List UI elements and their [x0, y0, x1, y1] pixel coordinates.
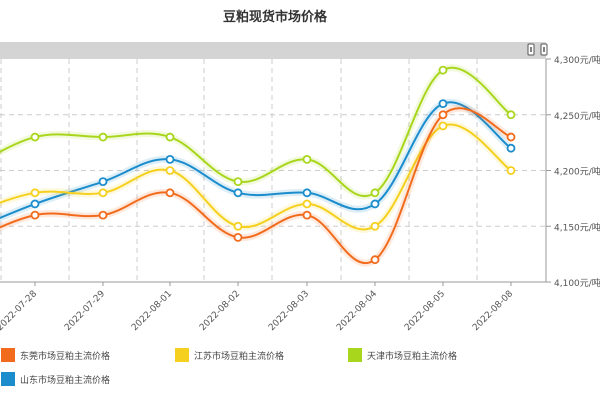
scrollbar-track[interactable] — [0, 42, 546, 59]
data-point[interactable] — [506, 110, 516, 120]
legend-swatch — [1, 372, 15, 386]
legend-swatch — [348, 348, 362, 362]
legend-label: 东莞市场豆粕主流价格 — [20, 351, 111, 362]
data-point[interactable] — [98, 132, 108, 142]
data-point[interactable] — [302, 210, 312, 220]
data-point[interactable] — [30, 210, 40, 220]
data-point[interactable] — [165, 188, 175, 198]
data-point[interactable] — [98, 210, 108, 220]
chart-title: 豆粕现货市场价格 — [222, 10, 327, 25]
y-tick-label: 4,250元/吨 — [554, 110, 600, 122]
data-point[interactable] — [302, 154, 312, 164]
x-tick-label: 2022-08-02 — [198, 289, 242, 333]
data-point[interactable] — [370, 255, 380, 265]
y-tick-label: 4,100元/吨 — [554, 277, 600, 289]
legend-item[interactable]: 东莞市场豆粕主流价格 — [1, 348, 110, 362]
data-point[interactable] — [165, 132, 175, 142]
data-point[interactable] — [370, 199, 380, 209]
line-chart: 4,100元/吨 4,150元/吨 4,200元/吨 4,250元/吨 4,300元/吨… — [0, 42, 600, 333]
data-point[interactable] — [370, 188, 380, 198]
x-tick-label: 2022-08-05 — [403, 289, 447, 333]
series-3 — [0, 98, 516, 222]
series-2 — [0, 64, 516, 200]
data-point[interactable] — [233, 188, 243, 198]
data-point[interactable] — [30, 132, 40, 142]
data-point[interactable] — [233, 177, 243, 187]
legend-swatch — [175, 348, 189, 362]
data-point[interactable] — [370, 221, 380, 231]
series-0 — [0, 104, 516, 267]
data-point[interactable] — [438, 121, 448, 131]
data-point[interactable] — [506, 132, 516, 142]
legend-item[interactable]: 江苏市场豆粕主流价格 — [175, 348, 284, 362]
chart-legend: 东莞市场豆粕主流价格 江苏市场豆粕主流价格 天津市场豆粕主流价格山东市场豆粕主流价格 — [0, 346, 600, 396]
x-tick-label: 2022-08-01 — [130, 289, 174, 333]
x-tick-label: 2022-07-28 — [0, 289, 39, 333]
data-point[interactable] — [30, 188, 40, 198]
x-tick-label: 2022-08-08 — [471, 289, 515, 333]
legend-item[interactable]: 天津市场豆粕主流价格 — [348, 348, 457, 362]
x-tick-label: 2022-07-29 — [63, 289, 107, 333]
legend-item[interactable]: 山东市场豆粕主流价格 — [1, 372, 110, 386]
y-tick-label: 4,300元/吨 — [554, 54, 600, 66]
data-point[interactable] — [233, 221, 243, 231]
data-point[interactable] — [438, 110, 448, 120]
data-point[interactable] — [302, 188, 312, 198]
legend-swatch — [1, 348, 15, 362]
legend-label: 天津市场豆粕主流价格 — [367, 351, 458, 362]
data-point[interactable] — [30, 199, 40, 209]
legend-label: 江苏市场豆粕主流价格 — [194, 351, 285, 362]
y-tick-label: 4,150元/吨 — [554, 221, 600, 233]
data-point[interactable] — [302, 199, 312, 209]
data-point[interactable] — [233, 232, 243, 242]
data-point[interactable] — [506, 166, 516, 175]
data-point[interactable] — [506, 143, 516, 153]
x-tick-label: 2022-08-03 — [267, 289, 311, 333]
y-tick-label: 4,200元/吨 — [554, 166, 600, 178]
data-point[interactable] — [98, 177, 108, 187]
data-point[interactable] — [165, 154, 175, 164]
data-point[interactable] — [438, 65, 448, 75]
data-point[interactable] — [438, 99, 448, 108]
data-point[interactable] — [98, 188, 108, 198]
legend-label: 山东市场豆粕主流价格 — [20, 375, 111, 386]
data-point[interactable] — [165, 166, 175, 175]
x-tick-label: 2022-08-04 — [335, 289, 379, 333]
